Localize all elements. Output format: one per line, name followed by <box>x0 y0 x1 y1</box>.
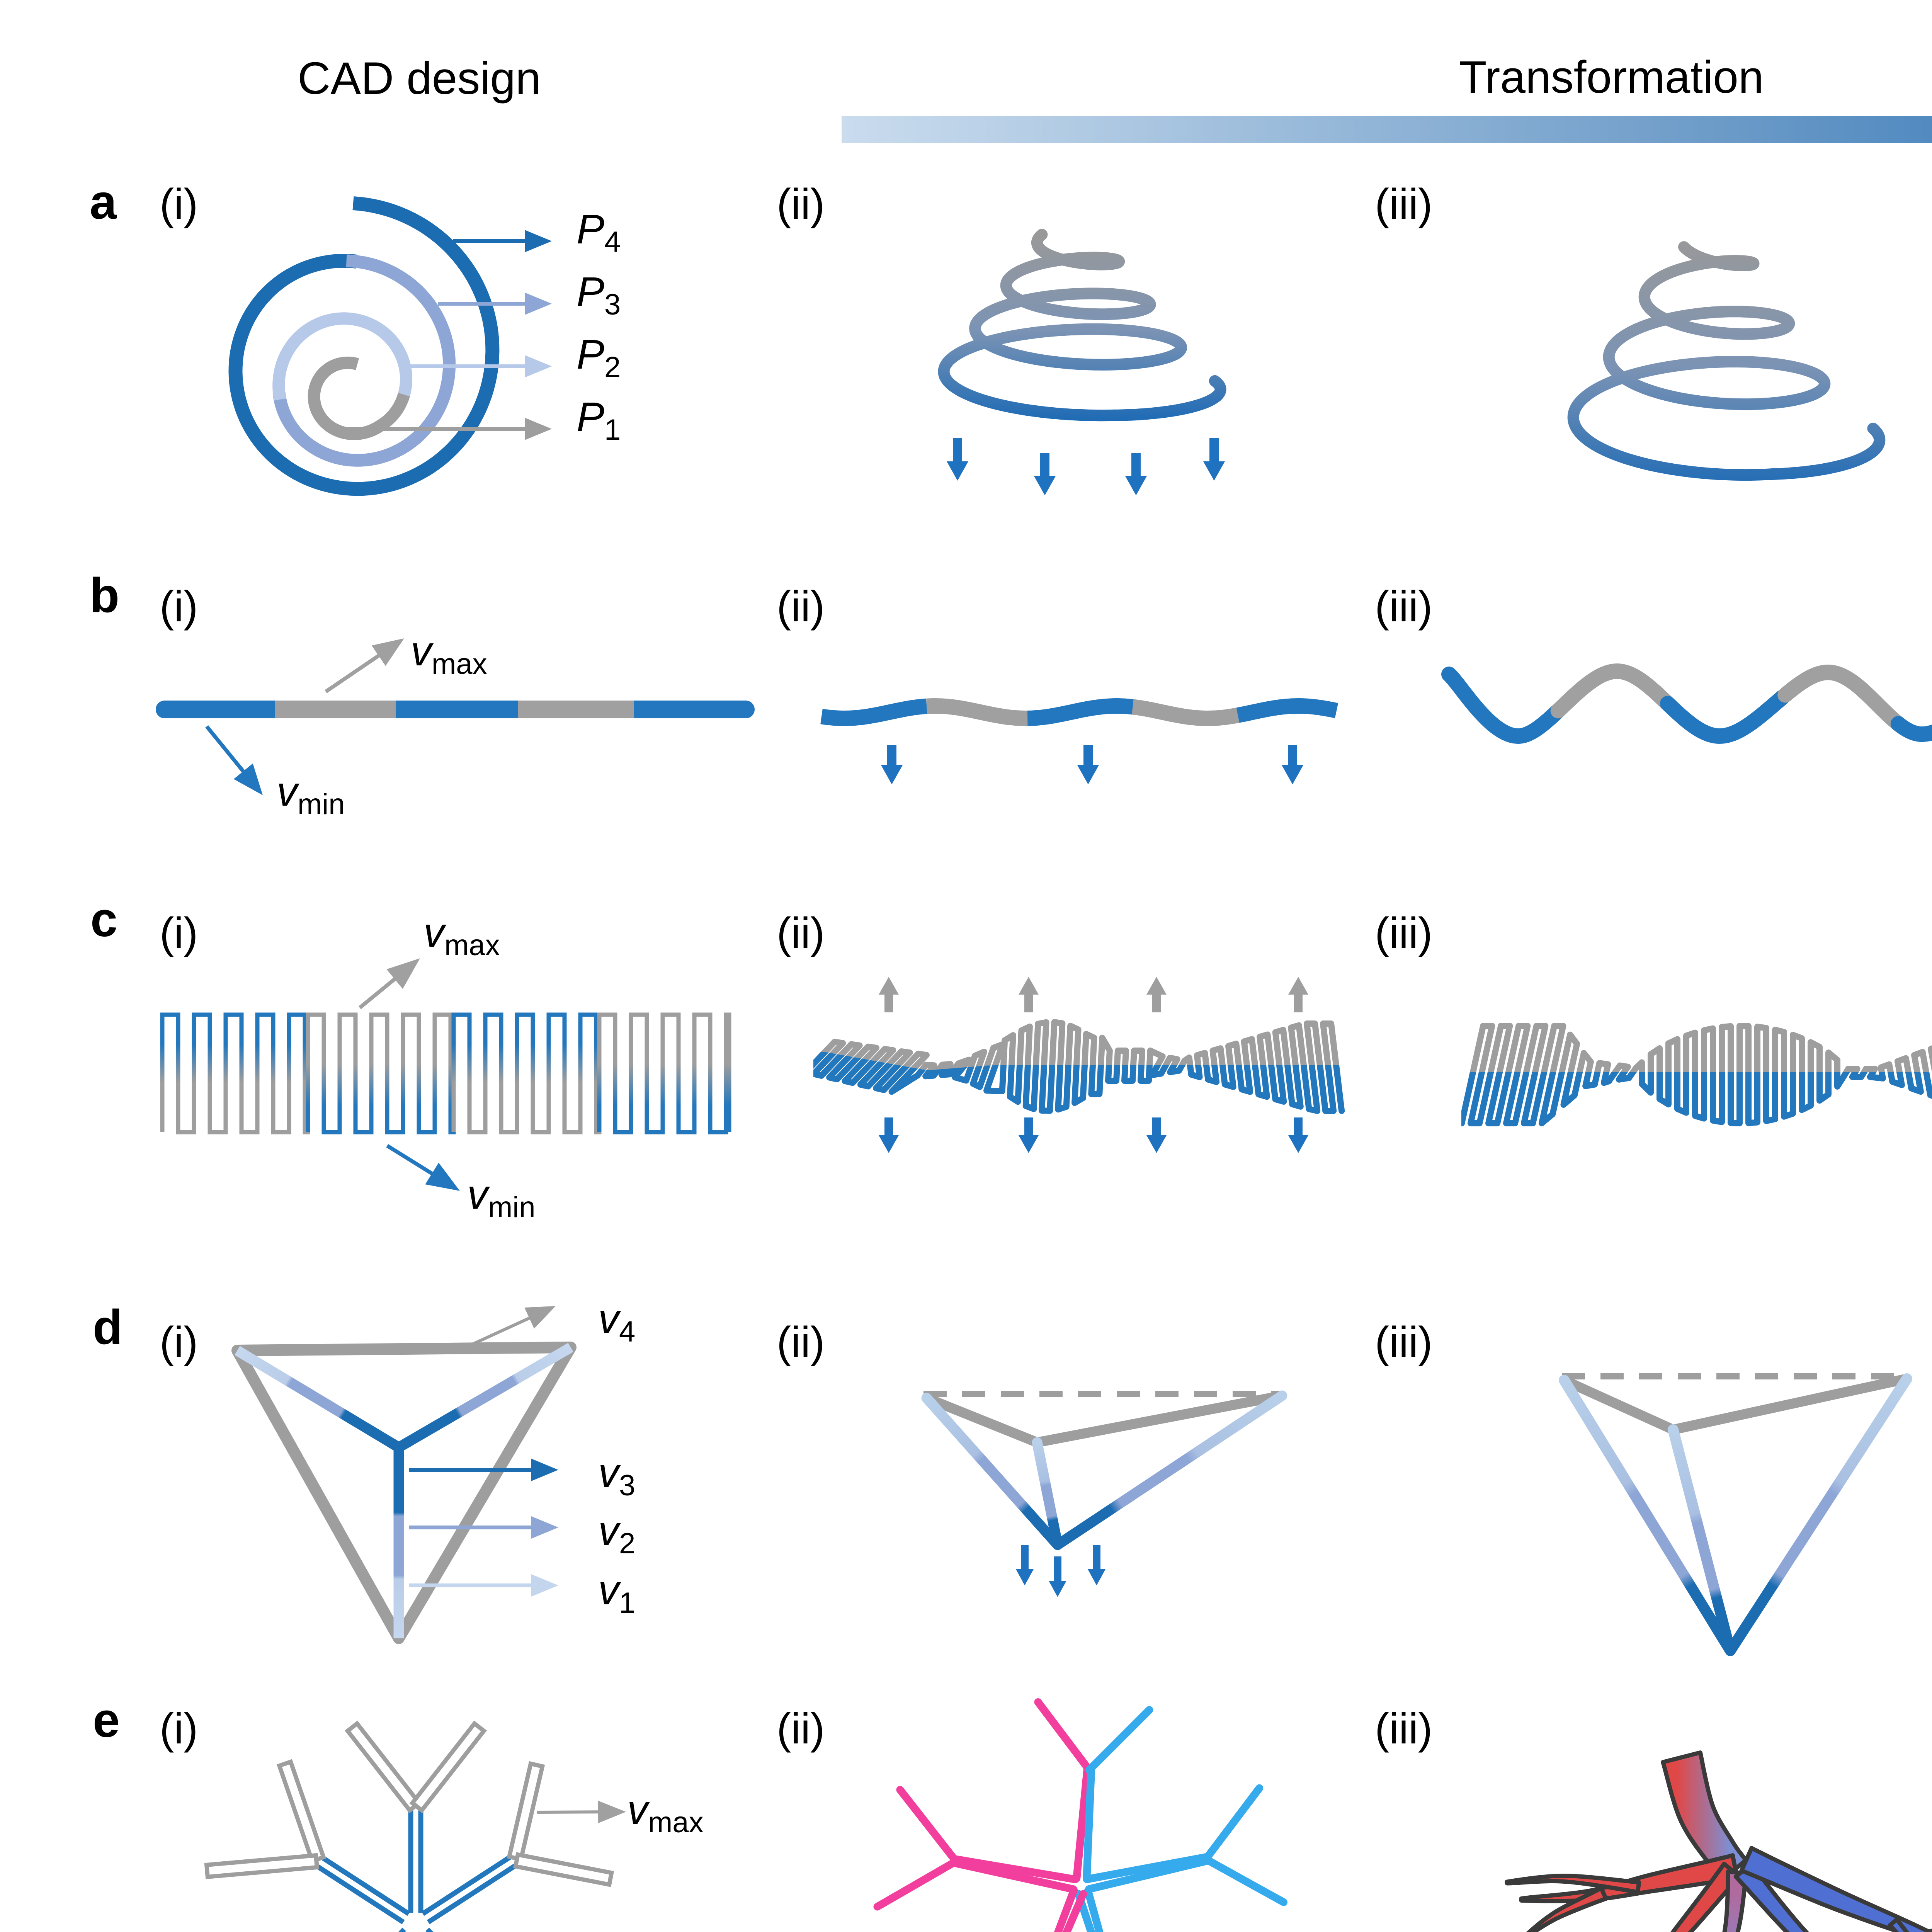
svg-text:(i): (i) <box>160 1704 198 1753</box>
svg-text:(i): (i) <box>160 180 198 228</box>
svg-text:P3: P3 <box>577 268 621 321</box>
svg-text:(iii): (iii) <box>1375 1704 1432 1753</box>
svg-text:v4: v4 <box>598 1295 635 1348</box>
svg-text:(ii): (ii) <box>777 582 825 631</box>
svg-text:e: e <box>93 1693 120 1747</box>
svg-text:(iii): (iii) <box>1375 582 1432 631</box>
svg-text:(iii): (iii) <box>1375 1318 1432 1366</box>
svg-text:Transformation: Transformation <box>1459 52 1764 103</box>
svg-text:c: c <box>90 892 117 947</box>
svg-text:(ii): (ii) <box>777 1704 825 1753</box>
svg-text:b: b <box>90 568 119 622</box>
svg-text:(ii): (ii) <box>777 1318 825 1366</box>
svg-text:(ii): (ii) <box>777 180 825 228</box>
svg-text:CAD design: CAD design <box>298 53 541 104</box>
svg-text:(iii): (iii) <box>1375 909 1432 957</box>
svg-text:(ii): (ii) <box>777 909 825 957</box>
svg-text:d: d <box>93 1300 122 1354</box>
svg-text:a: a <box>90 175 117 229</box>
svg-text:vmin: vmin <box>467 1171 535 1224</box>
svg-text:(i): (i) <box>160 1318 198 1366</box>
svg-text:(i): (i) <box>160 909 198 957</box>
svg-text:(i): (i) <box>160 582 198 631</box>
svg-text:(iii): (iii) <box>1375 180 1432 228</box>
